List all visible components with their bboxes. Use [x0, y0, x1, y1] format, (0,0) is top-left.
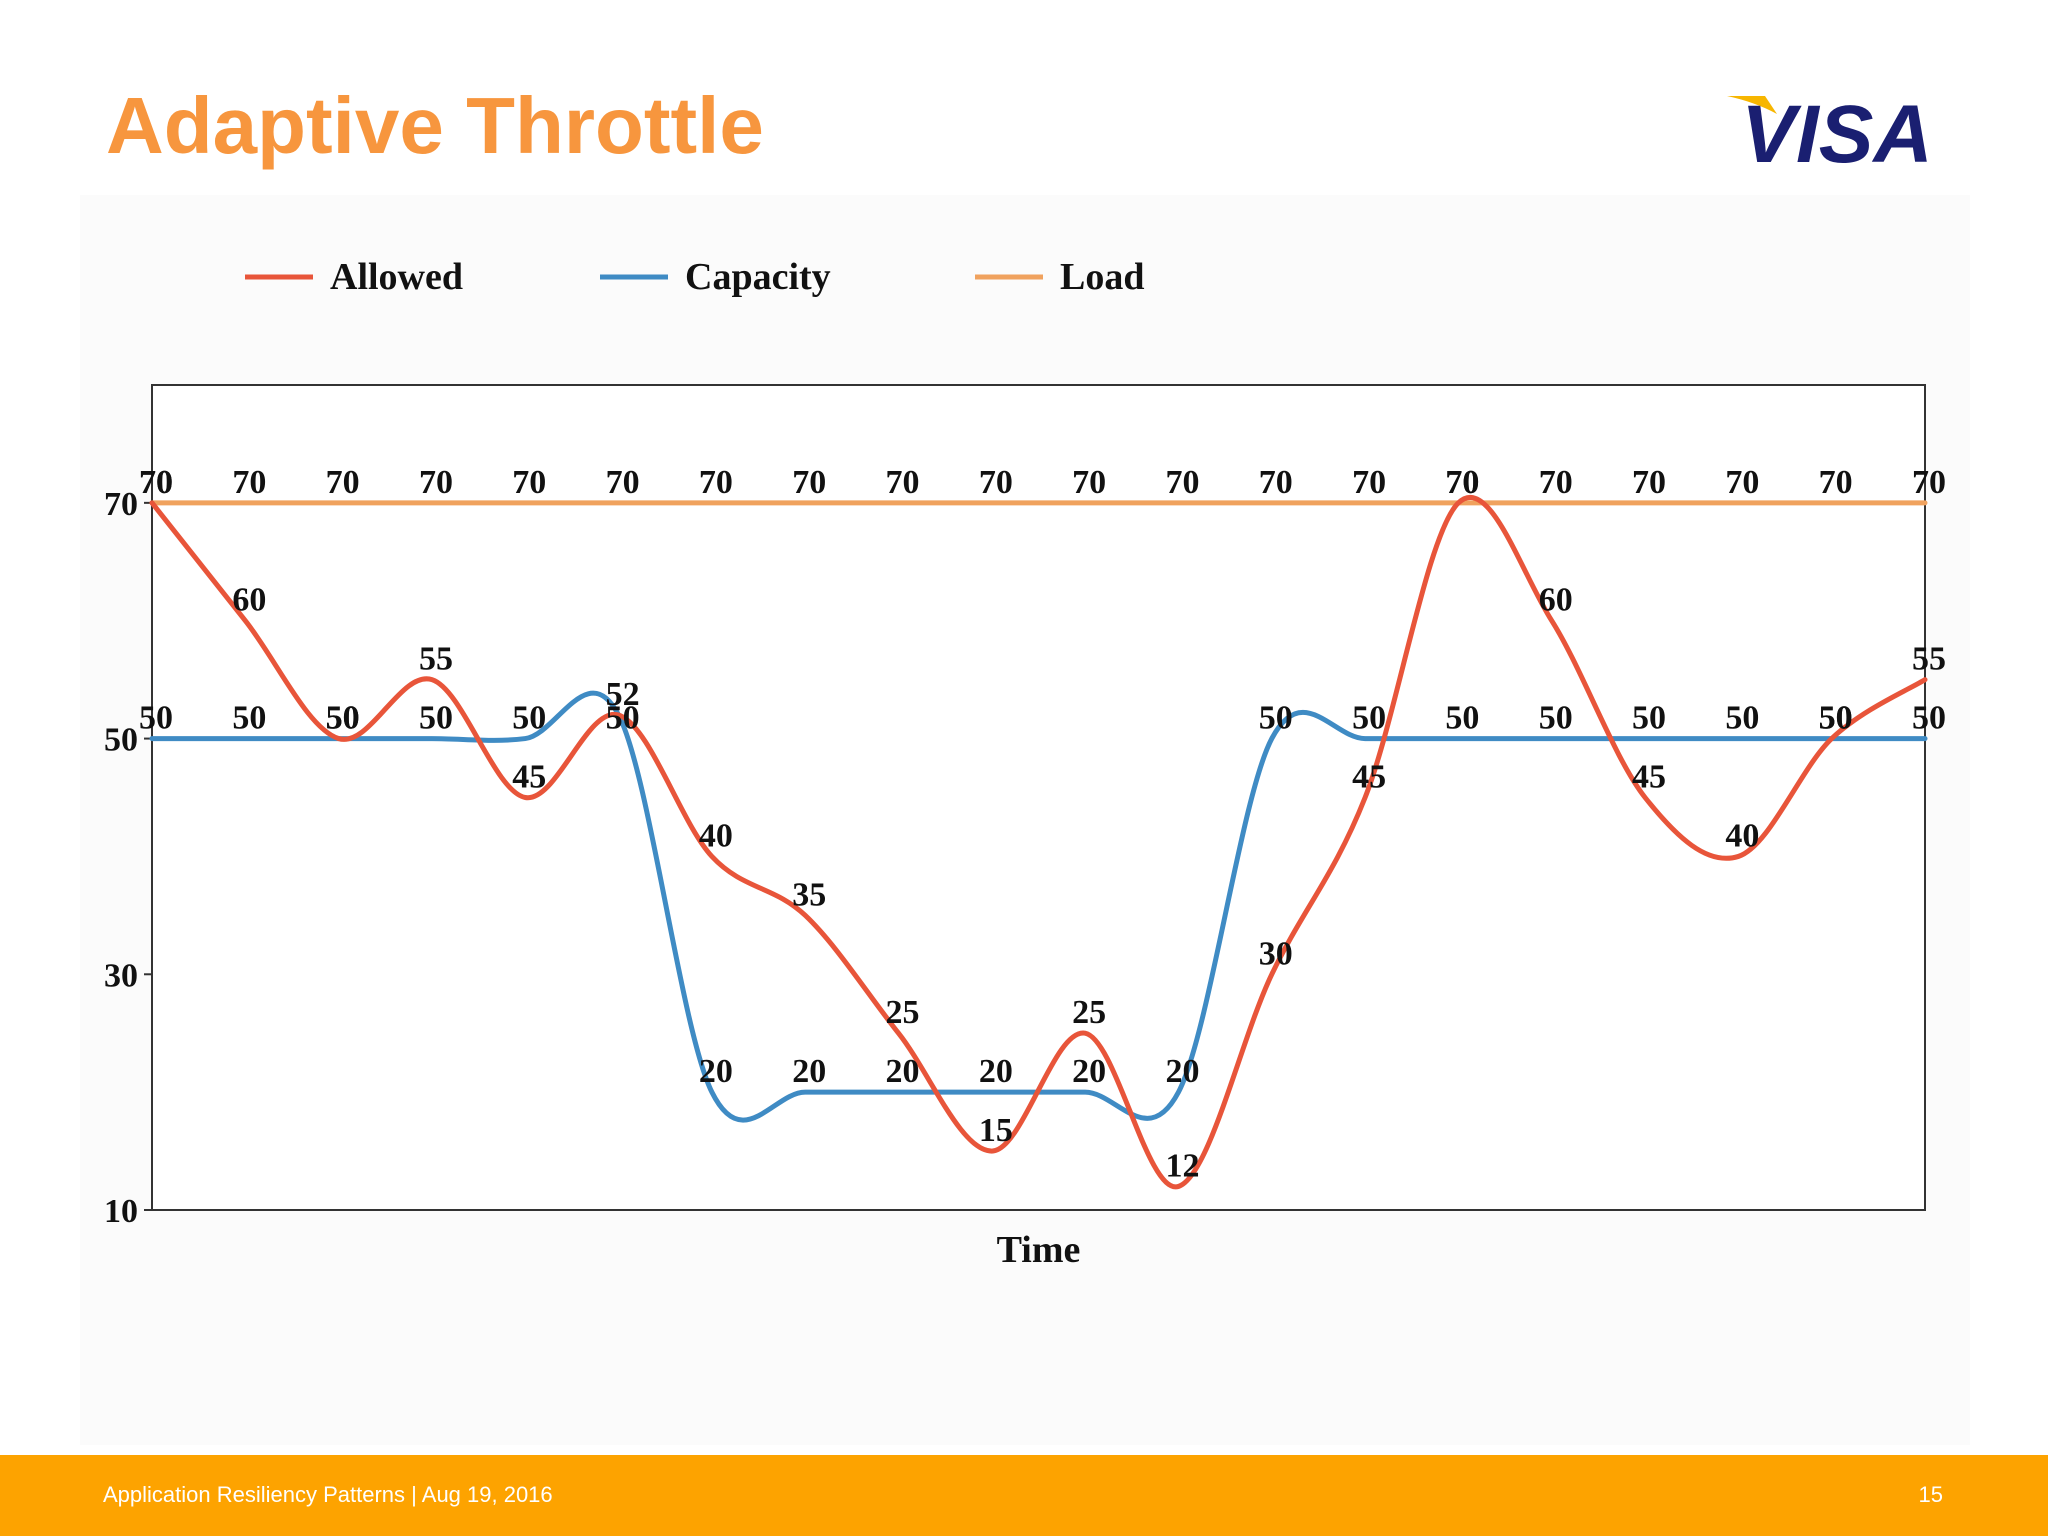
- visa-logo-text: VISA: [1741, 90, 1932, 170]
- y-tick-label: 70: [104, 486, 138, 523]
- data-label-capacity: 20: [699, 1053, 733, 1090]
- page-number: 15: [1918, 1482, 1943, 1507]
- data-label-allowed: 60: [232, 582, 266, 619]
- data-label-allowed: 50: [1819, 700, 1853, 737]
- data-label-load: 70: [1912, 464, 1946, 501]
- data-label-load: 70: [792, 464, 826, 501]
- data-label-allowed: 40: [699, 817, 733, 854]
- data-label-capacity: 50: [512, 700, 546, 737]
- data-label-capacity: 20: [979, 1053, 1013, 1090]
- data-label-load: 70: [232, 464, 266, 501]
- data-label-load: 70: [1259, 464, 1293, 501]
- legend-label-load: Load: [1060, 256, 1144, 298]
- data-label-allowed: 70: [139, 464, 173, 501]
- data-label-load: 70: [139, 464, 173, 501]
- y-tick-label: 10: [104, 1193, 138, 1230]
- data-label-allowed: 25: [886, 994, 920, 1031]
- data-label-capacity: 50: [1819, 700, 1853, 737]
- data-label-capacity: 50: [419, 700, 453, 737]
- data-label-allowed: 45: [512, 759, 546, 796]
- data-label-load: 70: [1165, 464, 1199, 501]
- data-label-load: 70: [419, 464, 453, 501]
- data-label-capacity: 50: [326, 700, 360, 737]
- data-label-capacity: 50: [1445, 700, 1479, 737]
- data-label-capacity: 50: [1632, 700, 1666, 737]
- y-tick-label: 30: [104, 957, 138, 994]
- visa-logo-swoosh: [1727, 96, 1777, 114]
- visa-logo: VISA: [1727, 90, 1933, 170]
- x-axis-label: Time: [997, 1229, 1081, 1271]
- footer-bar: Application Resiliency Patterns | Aug 19…: [0, 1455, 2048, 1536]
- data-label-capacity: 50: [606, 700, 640, 737]
- data-label-capacity: 20: [1072, 1053, 1106, 1090]
- data-label-load: 70: [979, 464, 1013, 501]
- data-label-capacity: 50: [139, 700, 173, 737]
- data-label-allowed: 12: [1165, 1147, 1199, 1184]
- slide-title: Adaptive Throttle: [106, 81, 764, 170]
- data-label-load: 70: [1632, 464, 1666, 501]
- data-label-load: 70: [699, 464, 733, 501]
- data-label-capacity: 50: [1259, 700, 1293, 737]
- data-label-capacity: 50: [1725, 700, 1759, 737]
- data-label-allowed: 35: [792, 876, 826, 913]
- data-label-load: 70: [1725, 464, 1759, 501]
- data-label-allowed: 25: [1072, 994, 1106, 1031]
- data-label-allowed: 52: [606, 676, 640, 713]
- series-line-capacity: [149, 690, 1928, 1123]
- data-label-allowed: 55: [419, 641, 453, 678]
- data-label-allowed: 45: [1352, 759, 1386, 796]
- data-label-capacity: 50: [232, 700, 266, 737]
- line-chart: 10 30 50 70 Time 70 60 50 55 45 52 40 35 25 15 25 12 30 45…: [104, 256, 1946, 1271]
- data-label-load: 70: [1539, 464, 1573, 501]
- footer-text: Application Resiliency Patterns | Aug 19…: [103, 1482, 553, 1507]
- data-label-capacity: 50: [1539, 700, 1573, 737]
- data-label-load: 70: [886, 464, 920, 501]
- data-label-load: 70: [326, 464, 360, 501]
- data-label-allowed: 55: [1912, 641, 1946, 678]
- data-label-allowed: 40: [1725, 817, 1759, 854]
- data-label-load: 70: [1445, 464, 1479, 501]
- data-label-allowed: 70: [1445, 464, 1479, 501]
- data-label-load: 70: [512, 464, 546, 501]
- data-label-load: 70: [1072, 464, 1106, 501]
- data-label-capacity: 20: [792, 1053, 826, 1090]
- chart-area: 10 30 50 70 Time 70 60 50 55 45 52 40 35 25 15 25 12 30 45…: [80, 195, 1970, 1445]
- data-label-capacity: 50: [1912, 700, 1946, 737]
- data-label-load: 70: [606, 464, 640, 501]
- data-label-capacity: 50: [1352, 700, 1386, 737]
- data-label-allowed: 30: [1259, 935, 1293, 972]
- data-label-capacity: 20: [1165, 1053, 1199, 1090]
- series-line-allowed: [149, 495, 1928, 1189]
- data-label-load: 70: [1819, 464, 1853, 501]
- data-label-allowed: 45: [1632, 759, 1666, 796]
- legend-label-allowed: Allowed: [330, 256, 463, 298]
- data-label-load: 70: [1352, 464, 1386, 501]
- y-tick-label: 50: [104, 722, 138, 759]
- plot-frame: [151, 384, 1926, 1211]
- data-label-allowed: 50: [326, 700, 360, 737]
- data-label-allowed: 15: [979, 1112, 1013, 1149]
- data-label-allowed: 60: [1539, 582, 1573, 619]
- legend-label-capacity: Capacity: [685, 256, 831, 298]
- data-label-capacity: 20: [886, 1053, 920, 1090]
